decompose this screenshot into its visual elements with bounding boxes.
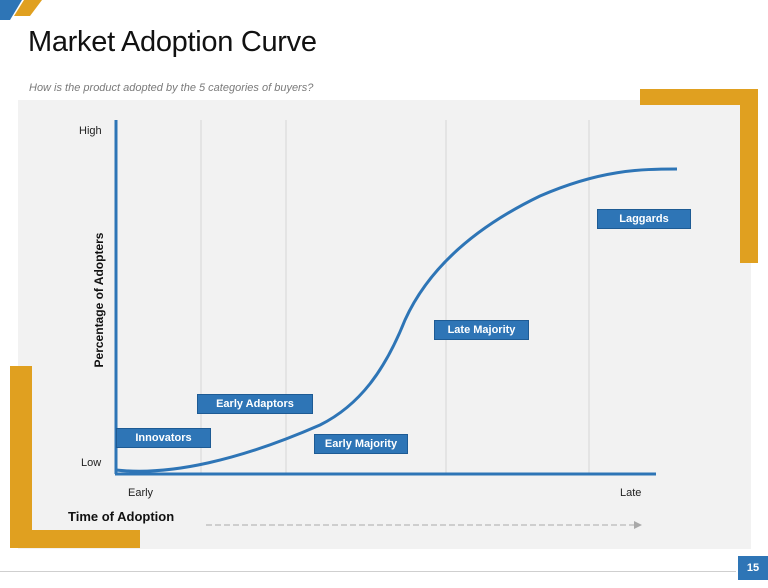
x-axis-title: Time of Adoption [68,509,175,524]
gold-bracket-bottom-left [10,366,140,548]
category-early-majority: Early Majority [314,434,408,454]
time-arrow-head [634,521,642,529]
category-late-majority: Late Majority [434,320,529,340]
page-title: Market Adoption Curve [28,26,317,58]
gold-bracket-top-right [640,89,758,263]
x-tick-early: Early [128,487,154,499]
page-number-badge: 15 [738,556,768,580]
page-subtitle: How is the product adopted by the 5 cate… [29,82,314,94]
y-axis-label: Percentage of Adopters [92,232,106,368]
x-tick-late: Late [620,487,642,499]
footer-divider [0,571,736,572]
category-laggards: Laggards [597,209,691,229]
y-tick-low: Low [81,457,102,469]
y-tick-high: High [79,125,102,137]
category-innovators: Innovators [116,428,211,448]
corner-logo [0,0,42,20]
category-early-adaptors: Early Adaptors [197,394,313,414]
adoption-curve [115,167,678,473]
